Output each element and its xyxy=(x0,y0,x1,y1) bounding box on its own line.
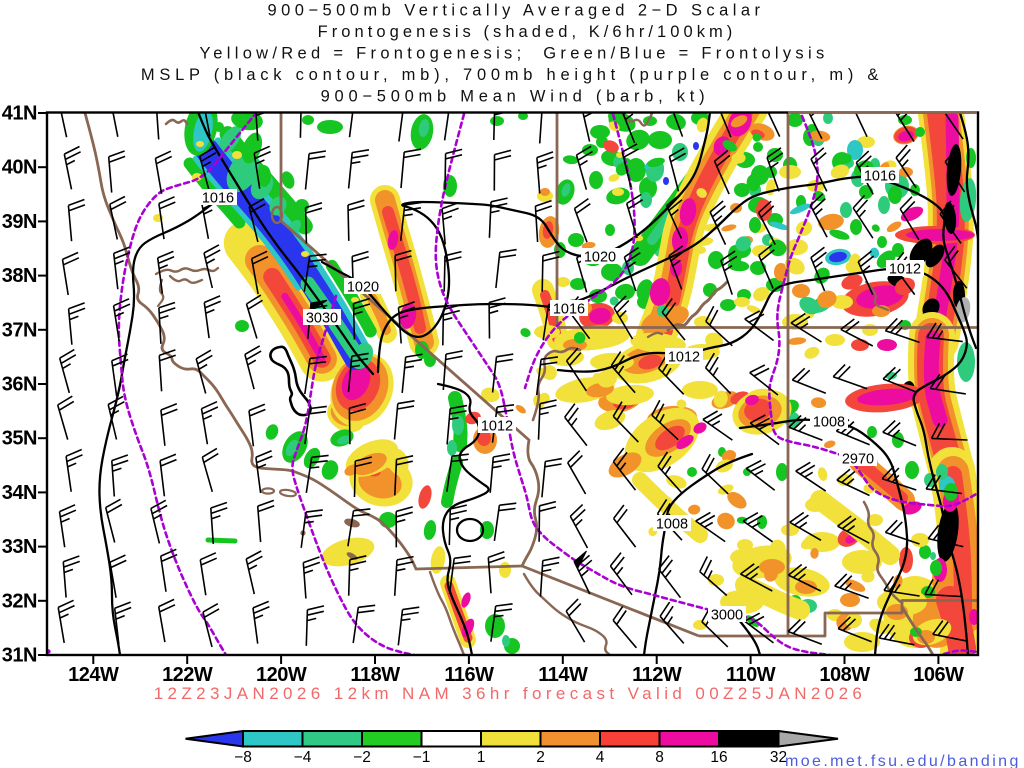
svg-text:1016: 1016 xyxy=(553,302,585,318)
svg-text:1012: 1012 xyxy=(668,350,700,366)
svg-text:2: 2 xyxy=(536,749,545,766)
svg-text:32N: 32N xyxy=(2,590,37,612)
svg-text:122W: 122W xyxy=(162,664,213,686)
svg-text:1: 1 xyxy=(477,749,486,766)
svg-text:8: 8 xyxy=(655,749,664,766)
svg-text:1016: 1016 xyxy=(864,169,896,185)
svg-text:36N: 36N xyxy=(2,374,37,396)
svg-text:3000: 3000 xyxy=(711,608,743,624)
svg-text:35N: 35N xyxy=(2,428,37,450)
svg-text:1012: 1012 xyxy=(889,262,921,278)
svg-text:12Z23JAN2026 12km NAM 36hr for: 12Z23JAN2026 12km NAM 36hr forecast Vali… xyxy=(154,684,867,703)
svg-text:32: 32 xyxy=(770,749,787,766)
svg-text:−2: −2 xyxy=(353,749,371,766)
svg-text:2970: 2970 xyxy=(842,452,874,468)
svg-text:120W: 120W xyxy=(256,664,307,686)
svg-text:−1: −1 xyxy=(413,749,431,766)
svg-text:40N: 40N xyxy=(2,157,37,179)
svg-text:3030: 3030 xyxy=(306,311,338,327)
svg-text:1012: 1012 xyxy=(481,419,513,435)
svg-text:34N: 34N xyxy=(2,482,37,504)
svg-text:124W: 124W xyxy=(68,664,119,686)
svg-text:1008: 1008 xyxy=(656,517,688,533)
svg-text:31N: 31N xyxy=(2,645,37,667)
svg-text:16: 16 xyxy=(710,749,727,766)
svg-text:112W: 112W xyxy=(632,664,682,686)
svg-text:38N: 38N xyxy=(2,265,37,287)
svg-text:108W: 108W xyxy=(819,664,870,686)
svg-text:1020: 1020 xyxy=(584,250,616,266)
svg-text:1020: 1020 xyxy=(347,280,379,296)
svg-text:1016: 1016 xyxy=(202,191,234,207)
svg-text:MSLP (black contour, mb), 700m: MSLP (black contour, mb), 700mb height (… xyxy=(141,66,883,84)
svg-text:106W: 106W xyxy=(913,664,964,686)
svg-text:−4: −4 xyxy=(294,749,312,766)
svg-text:−8: −8 xyxy=(234,749,252,766)
svg-text:Yellow/Red = Frontogenesis; G: Yellow/Red = Frontogenesis; Green/Blue =… xyxy=(200,45,829,63)
svg-text:900−500mb Vertically Averaged: 900−500mb Vertically Averaged 2−D Scalar xyxy=(268,2,765,20)
svg-text:900−500mb Mean Wind (barb, kt): 900−500mb Mean Wind (barb, kt) xyxy=(321,88,710,106)
svg-text:33N: 33N xyxy=(2,536,37,558)
svg-text:37N: 37N xyxy=(2,319,37,341)
svg-text:moe.met.fsu.edu/banding: moe.met.fsu.edu/banding xyxy=(785,753,1021,768)
svg-text:110W: 110W xyxy=(726,664,776,686)
svg-text:116W: 116W xyxy=(444,664,494,686)
svg-text:39N: 39N xyxy=(2,211,37,233)
svg-text:Frontogenesis (shaded, K/6hr/1: Frontogenesis (shaded, K/6hr/100km) xyxy=(318,23,737,41)
svg-text:114W: 114W xyxy=(538,664,588,686)
svg-text:4: 4 xyxy=(596,749,605,766)
svg-text:41N: 41N xyxy=(2,103,37,125)
svg-text:1008: 1008 xyxy=(813,415,845,431)
svg-text:118W: 118W xyxy=(350,664,400,686)
